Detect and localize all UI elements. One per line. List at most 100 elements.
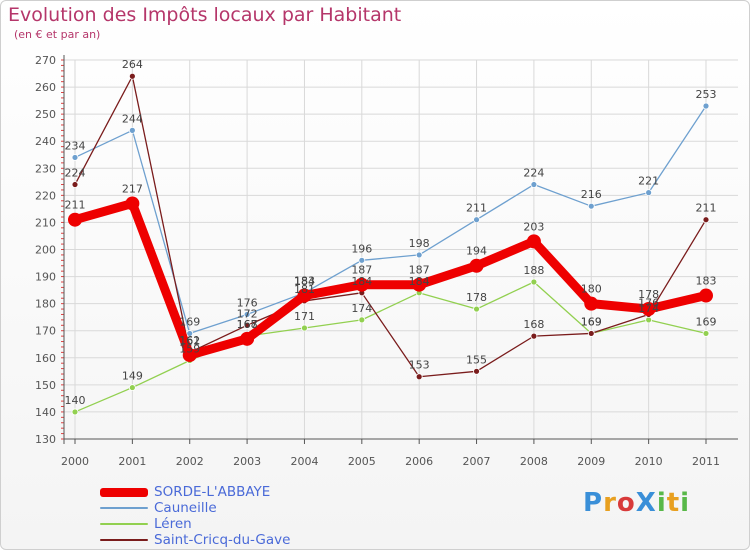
data-point-2-7 xyxy=(473,305,480,313)
data-label-3-6: 153 xyxy=(409,359,430,372)
y-tick-label: 260 xyxy=(35,81,56,94)
x-tick-label: 2010 xyxy=(635,455,663,468)
data-point-3-0 xyxy=(71,181,79,188)
chart-subtitle: (en € et par an) xyxy=(14,28,101,41)
legend-swatch-sorde xyxy=(100,487,148,497)
data-point-0-3 xyxy=(240,331,255,346)
data-label-1-6: 198 xyxy=(409,237,430,250)
data-point-0-7 xyxy=(469,258,484,273)
data-point-1-10 xyxy=(645,189,653,197)
legend-label-sorde: SORDE-L'ABBAYE xyxy=(154,484,271,500)
data-point-3-9 xyxy=(587,330,595,337)
data-label-2-3: 168 xyxy=(237,318,258,331)
data-point-2-1 xyxy=(128,384,136,391)
data-point-1-8 xyxy=(530,181,538,188)
y-tick-label: 160 xyxy=(35,352,56,365)
data-point-2-8 xyxy=(530,278,538,286)
y-tick-label: 190 xyxy=(35,271,56,284)
data-label-1-5: 196 xyxy=(351,242,372,255)
data-point-1-1 xyxy=(128,126,136,134)
data-label-1-4: 184 xyxy=(294,275,315,288)
data-point-3-7 xyxy=(473,367,480,375)
data-label-3-3: 172 xyxy=(237,307,258,320)
y-tick-label: 240 xyxy=(35,135,56,148)
data-label-1-8: 224 xyxy=(523,167,544,180)
legend-label-cauneille: Cauneille xyxy=(154,500,217,516)
y-tick-label: 130 xyxy=(35,433,56,446)
data-point-0-9 xyxy=(584,296,599,311)
y-tick-label: 250 xyxy=(35,108,56,121)
y-tick-label: 210 xyxy=(35,216,56,229)
data-label-2-10: 174 xyxy=(638,302,659,315)
legend-item-sorde[interactable]: SORDE-L'ABBAYE xyxy=(100,484,290,500)
data-label-0-11: 183 xyxy=(696,275,717,288)
data-label-0-7: 194 xyxy=(466,245,487,258)
data-point-0-6 xyxy=(412,277,427,292)
data-label-3-8: 168 xyxy=(523,318,544,331)
data-label-1-0: 234 xyxy=(65,139,86,152)
logo-letter: P xyxy=(583,488,604,518)
data-label-3-1: 264 xyxy=(122,58,143,71)
data-label-0-10: 178 xyxy=(638,288,659,301)
x-tick-label: 2011 xyxy=(692,455,720,468)
chart-title: Evolution des Impôts locaux par Habitant xyxy=(8,4,402,26)
legend-swatch-saint-cricq xyxy=(100,539,148,541)
data-label-0-0: 211 xyxy=(65,199,86,212)
data-label-1-9: 216 xyxy=(581,188,602,201)
data-label-3-4: 181 xyxy=(294,283,315,296)
data-label-3-5: 184 xyxy=(351,275,372,288)
proxiti-logo: ProXiti xyxy=(583,488,690,518)
data-point-1-2 xyxy=(186,330,194,337)
y-tick-label: 220 xyxy=(35,189,56,202)
data-label-1-1: 244 xyxy=(122,112,143,125)
logo-letter: X xyxy=(635,488,657,518)
y-tick-label: 180 xyxy=(35,298,56,311)
data-label-0-9: 180 xyxy=(581,283,602,296)
data-point-3-8 xyxy=(530,332,538,340)
line-chart: 130 140 150 160 170 180 190 200 210 220 230 240 250 2… xyxy=(35,54,738,468)
x-tick-label: 2007 xyxy=(463,455,491,468)
data-point-2-5 xyxy=(358,316,366,324)
data-label-2-4: 171 xyxy=(294,310,315,323)
data-label-0-2: 161 xyxy=(179,334,200,347)
data-label-1-2: 169 xyxy=(179,315,200,328)
data-point-1-5 xyxy=(358,256,366,264)
legend-swatch-leren xyxy=(100,523,148,525)
data-label-3-11: 211 xyxy=(696,202,717,215)
x-tick-label: 2000 xyxy=(61,455,89,468)
data-point-0-10 xyxy=(641,302,656,317)
legend-label-saint-cricq: Saint-Cricq-du-Gave xyxy=(154,532,291,548)
data-label-3-0: 224 xyxy=(65,167,86,180)
data-point-1-6 xyxy=(415,251,423,259)
x-tick-label: 2006 xyxy=(405,455,433,468)
legend-item-cauneille[interactable]: Cauneille xyxy=(100,500,290,516)
series-line-1 xyxy=(74,105,707,335)
series-line-3 xyxy=(74,75,707,378)
data-label-2-2: 159 xyxy=(179,342,200,355)
data-point-3-1 xyxy=(128,72,136,80)
series-layer xyxy=(68,72,713,416)
data-point-3-11 xyxy=(702,216,710,224)
data-label-1-7: 211 xyxy=(466,202,487,215)
data-point-1-11 xyxy=(702,102,710,110)
data-point-0-5 xyxy=(354,277,369,292)
data-point-1-7 xyxy=(473,216,480,224)
data-label-2-6: 184 xyxy=(409,275,430,288)
data-point-2-11 xyxy=(702,330,710,337)
logo-letter: o xyxy=(616,488,636,518)
series-line-0 xyxy=(70,198,711,360)
legend-item-saint-cricq[interactable]: Saint-Cricq-du-Gave xyxy=(100,532,290,548)
data-point-0-8 xyxy=(526,234,541,249)
logo-letter: t xyxy=(666,488,681,518)
x-tick-label: 2004 xyxy=(290,455,318,468)
y-tick-label: 200 xyxy=(35,244,56,257)
legend-item-leren[interactable]: Léren xyxy=(100,516,290,532)
data-label-layer: 211 217 161 167 183 187 187 194 203 180 178 183 234 2… xyxy=(65,58,717,407)
logo-letter: i xyxy=(656,488,667,518)
data-point-0-4 xyxy=(297,288,312,303)
y-tick-label: 230 xyxy=(35,162,56,175)
axis-layer: 130 140 150 160 170 180 190 200 210 220 230 240 250 2… xyxy=(35,54,738,468)
data-label-2-11: 169 xyxy=(696,315,717,328)
logo-letter: r xyxy=(603,488,617,518)
data-point-3-6 xyxy=(415,373,423,381)
